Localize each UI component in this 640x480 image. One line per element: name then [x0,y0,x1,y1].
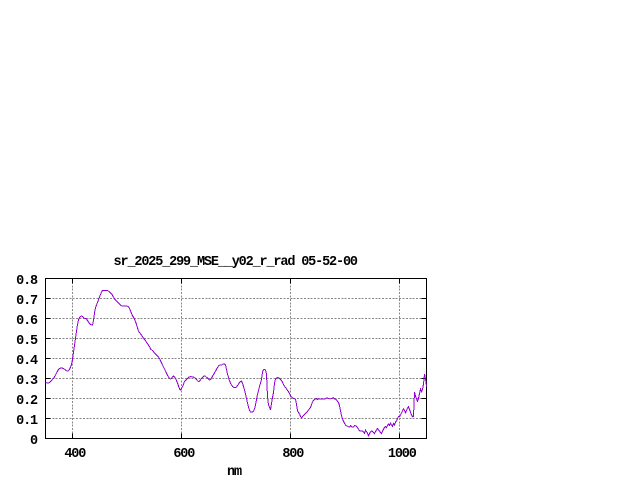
svg-text:0: 0 [30,434,38,449]
svg-text:nm: nm [227,465,242,480]
svg-text:0.4: 0.4 [16,354,38,369]
svg-text:800: 800 [282,447,304,462]
svg-text:600: 600 [173,447,195,462]
svg-text:0.7: 0.7 [16,294,38,309]
svg-text:0.8: 0.8 [16,274,38,289]
svg-text:0.2: 0.2 [16,394,38,409]
svg-text:1000: 1000 [388,447,417,462]
svg-text:0.1: 0.1 [16,414,38,429]
svg-text:0.3: 0.3 [16,374,38,389]
svg-text:sr_2025_299_MSE__y02_r_rad 05-: sr_2025_299_MSE__y02_r_rad 05-52-00 [114,255,358,270]
svg-text:0.5: 0.5 [16,334,38,349]
svg-text:400: 400 [64,447,86,462]
svg-text:0.6: 0.6 [16,314,38,329]
